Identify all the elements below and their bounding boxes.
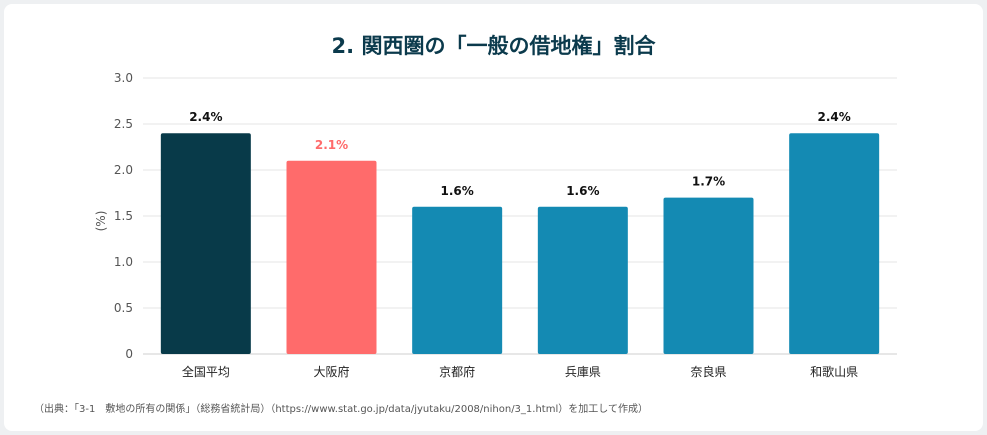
data-label: 2.4% [189,110,222,124]
data-label: 2.1% [315,138,348,152]
bar [663,197,754,354]
x-tick-label: 大阪府 [313,364,349,379]
y-tick-label: 2.0 [114,163,133,177]
source-note: （出典：「3-1 敷地の所有の関係」（総務省統計局）（https://www.s… [34,404,648,415]
bar [286,160,377,354]
y-tick-label: 0 [125,347,133,361]
x-tick-label: 兵庫県 [565,365,601,379]
y-axis-label: (%) [94,211,108,232]
y-tick-label: 2.5 [114,117,133,131]
x-tick-label: 京都府 [439,364,475,379]
y-tick-label: 1.0 [114,255,133,269]
data-label: 1.6% [566,184,599,198]
chart-card: 2. 関西圏の「一般の借地権」割合 (%) 0 0.5 1.0 1.5 2.0 2.5 3.… [4,4,983,431]
chart-title: 2. 関西圏の「一般の借地権」割合 [331,34,656,58]
bar [789,133,880,354]
bar [160,133,251,354]
bar [412,206,503,354]
data-label: 1.7% [692,175,725,189]
x-tick-label: 全国平均 [182,364,230,379]
y-tick-label: 1.5 [114,209,133,223]
y-tick-label: 3.0 [114,71,133,85]
x-tick-label: 和歌山県 [810,364,858,379]
x-tick-label: 奈良県 [690,364,726,379]
data-label: 1.6% [441,184,474,198]
bar-chart: (%) 0 0.5 1.0 1.5 2.0 2.5 3.0 2.4% 全国平均 2.1% 大阪府 1.… [94,71,897,379]
bar [537,206,628,354]
y-tick-label: 0.5 [114,301,133,315]
data-label: 2.4% [818,110,851,124]
